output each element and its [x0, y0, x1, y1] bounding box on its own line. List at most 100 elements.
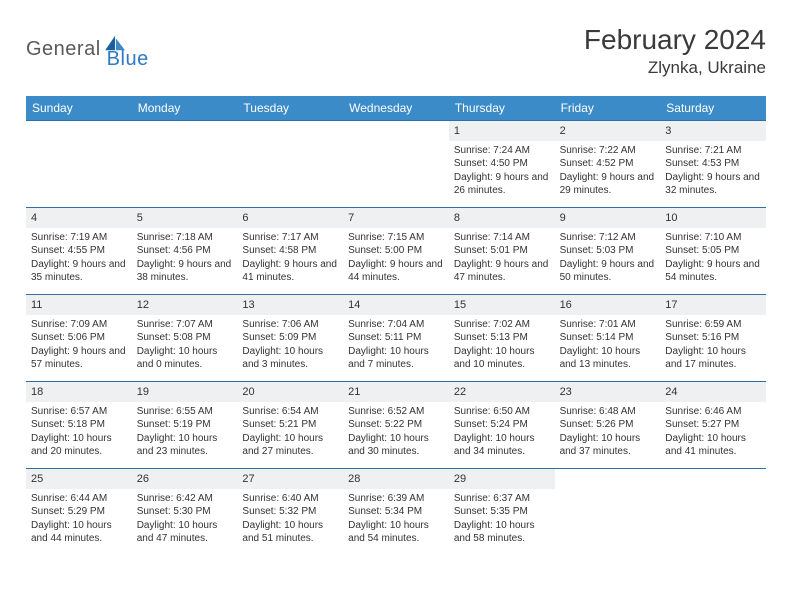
sunset-label: Sunset: 4:52 PM — [560, 157, 656, 171]
day-cell: 23Sunrise: 6:48 AMSunset: 5:26 PMDayligh… — [555, 382, 661, 468]
day-number: 15 — [449, 295, 555, 315]
sunset-label: Sunset: 5:11 PM — [348, 331, 444, 345]
page-header: General Blue February 2024 Zlynka, Ukrai… — [26, 24, 766, 78]
empty-day-cell — [26, 121, 132, 207]
logo-word-blue: Blue — [107, 48, 149, 71]
sunset-label: Sunset: 5:35 PM — [454, 505, 550, 519]
daylight-label: Daylight: 9 hours and 57 minutes. — [31, 345, 127, 372]
sunrise-label: Sunrise: 7:09 AM — [31, 318, 127, 332]
sunset-label: Sunset: 5:34 PM — [348, 505, 444, 519]
day-cell: 21Sunrise: 6:52 AMSunset: 5:22 PMDayligh… — [343, 382, 449, 468]
sunset-label: Sunset: 5:30 PM — [137, 505, 233, 519]
daylight-label: Daylight: 9 hours and 47 minutes. — [454, 258, 550, 285]
day-cell: 24Sunrise: 6:46 AMSunset: 5:27 PMDayligh… — [660, 382, 766, 468]
day-number: 23 — [555, 382, 661, 402]
daylight-label: Daylight: 9 hours and 29 minutes. — [560, 171, 656, 198]
sunset-label: Sunset: 5:26 PM — [560, 418, 656, 432]
sunset-label: Sunset: 5:19 PM — [137, 418, 233, 432]
daylight-label: Daylight: 9 hours and 38 minutes. — [137, 258, 233, 285]
sunrise-label: Sunrise: 7:14 AM — [454, 231, 550, 245]
day-number: 14 — [343, 295, 449, 315]
day-cell: 1Sunrise: 7:24 AMSunset: 4:50 PMDaylight… — [449, 121, 555, 207]
sunrise-label: Sunrise: 6:52 AM — [348, 405, 444, 419]
location-label: Zlynka, Ukraine — [584, 58, 766, 78]
day-number: 27 — [237, 469, 343, 489]
sunrise-label: Sunrise: 6:48 AM — [560, 405, 656, 419]
day-cell: 3Sunrise: 7:21 AMSunset: 4:53 PMDaylight… — [660, 121, 766, 207]
day-number: 10 — [660, 208, 766, 228]
sunset-label: Sunset: 5:29 PM — [31, 505, 127, 519]
week-row: 18Sunrise: 6:57 AMSunset: 5:18 PMDayligh… — [26, 381, 766, 468]
week-row: 11Sunrise: 7:09 AMSunset: 5:06 PMDayligh… — [26, 294, 766, 381]
day-number: 8 — [449, 208, 555, 228]
day-number: 16 — [555, 295, 661, 315]
daylight-label: Daylight: 10 hours and 7 minutes. — [348, 345, 444, 372]
day-number: 24 — [660, 382, 766, 402]
sunrise-label: Sunrise: 7:10 AM — [665, 231, 761, 245]
daylight-label: Daylight: 10 hours and 44 minutes. — [31, 519, 127, 546]
week-row: 1Sunrise: 7:24 AMSunset: 4:50 PMDaylight… — [26, 120, 766, 207]
sunrise-label: Sunrise: 6:40 AM — [242, 492, 338, 506]
day-number: 2 — [555, 121, 661, 141]
sunrise-label: Sunrise: 7:01 AM — [560, 318, 656, 332]
daylight-label: Daylight: 10 hours and 27 minutes. — [242, 432, 338, 459]
weeks-container: 1Sunrise: 7:24 AMSunset: 4:50 PMDaylight… — [26, 120, 766, 555]
sunset-label: Sunset: 4:53 PM — [665, 157, 761, 171]
sunset-label: Sunset: 5:22 PM — [348, 418, 444, 432]
sunrise-label: Sunrise: 7:22 AM — [560, 144, 656, 158]
weekday-header-cell: Friday — [555, 96, 661, 120]
day-number: 9 — [555, 208, 661, 228]
sunrise-label: Sunrise: 7:18 AM — [137, 231, 233, 245]
day-cell: 14 Sunrise: 7:04 AMSunset: 5:11 PMDayligh… — [343, 295, 449, 381]
month-title: February 2024 — [584, 24, 766, 56]
sunrise-label: Sunrise: 7:15 AM — [348, 231, 444, 245]
day-number: 19 — [132, 382, 238, 402]
sunrise-label: Sunrise: 6:50 AM — [454, 405, 550, 419]
daylight-label: Daylight: 9 hours and 32 minutes. — [665, 171, 761, 198]
day-number: 13 — [237, 295, 343, 315]
daylight-label: Daylight: 9 hours and 50 minutes. — [560, 258, 656, 285]
sunset-label: Sunset: 5:13 PM — [454, 331, 550, 345]
day-cell: 25Sunrise: 6:44 AMSunset: 5:29 PMDayligh… — [26, 469, 132, 555]
day-cell: 2 Sunrise: 7:22 AMSunset: 4:52 PMDaylight… — [555, 121, 661, 207]
sunset-label: Sunset: 5:08 PM — [137, 331, 233, 345]
day-number: 4 — [26, 208, 132, 228]
daylight-label: Daylight: 10 hours and 58 minutes. — [454, 519, 550, 546]
day-cell: 9Sunrise: 7:12 AMSunset: 5:03 PMDaylight… — [555, 208, 661, 294]
daylight-label: Daylight: 10 hours and 23 minutes. — [137, 432, 233, 459]
sunset-label: Sunset: 4:50 PM — [454, 157, 550, 171]
day-cell: 29Sunrise: 6:37 AMSunset: 5:35 PMDayligh… — [449, 469, 555, 555]
day-number: 3 — [660, 121, 766, 141]
day-number: 12 — [132, 295, 238, 315]
sunrise-label: Sunrise: 7:02 AM — [454, 318, 550, 332]
weekday-header-cell: Sunday — [26, 96, 132, 120]
daylight-label: Daylight: 10 hours and 17 minutes. — [665, 345, 761, 372]
sunset-label: Sunset: 5:21 PM — [242, 418, 338, 432]
sunset-label: Sunset: 5:14 PM — [560, 331, 656, 345]
day-cell: 28Sunrise: 6:39 AMSunset: 5:34 PMDayligh… — [343, 469, 449, 555]
daylight-label: Daylight: 9 hours and 54 minutes. — [665, 258, 761, 285]
sunrise-label: Sunrise: 7:07 AM — [137, 318, 233, 332]
sunrise-label: Sunrise: 7:19 AM — [31, 231, 127, 245]
day-cell: 16Sunrise: 7:01 AMSunset: 5:14 PMDayligh… — [555, 295, 661, 381]
sunrise-label: Sunrise: 7:04 AM — [348, 318, 444, 332]
daylight-label: Daylight: 10 hours and 51 minutes. — [242, 519, 338, 546]
sunset-label: Sunset: 5:24 PM — [454, 418, 550, 432]
weekday-header-cell: Thursday — [449, 96, 555, 120]
daylight-label: Daylight: 9 hours and 26 minutes. — [454, 171, 550, 198]
sunset-label: Sunset: 4:55 PM — [31, 244, 127, 258]
sunset-label: Sunset: 5:09 PM — [242, 331, 338, 345]
empty-day-cell — [237, 121, 343, 207]
sunset-label: Sunset: 5:16 PM — [665, 331, 761, 345]
day-number: 17 — [660, 295, 766, 315]
day-number: 11 — [26, 295, 132, 315]
logo: General Blue — [26, 28, 149, 71]
day-cell: 15Sunrise: 7:02 AMSunset: 5:13 PMDayligh… — [449, 295, 555, 381]
day-cell: 17Sunrise: 6:59 AMSunset: 5:16 PMDayligh… — [660, 295, 766, 381]
daylight-label: Daylight: 10 hours and 0 minutes. — [137, 345, 233, 372]
weekday-header-row: SundayMondayTuesdayWednesdayThursdayFrid… — [26, 96, 766, 120]
day-cell: 4Sunrise: 7:19 AMSunset: 4:55 PMDaylight… — [26, 208, 132, 294]
day-cell: 27Sunrise: 6:40 AMSunset: 5:32 PMDayligh… — [237, 469, 343, 555]
week-row: 25Sunrise: 6:44 AMSunset: 5:29 PMDayligh… — [26, 468, 766, 555]
day-number: 22 — [449, 382, 555, 402]
